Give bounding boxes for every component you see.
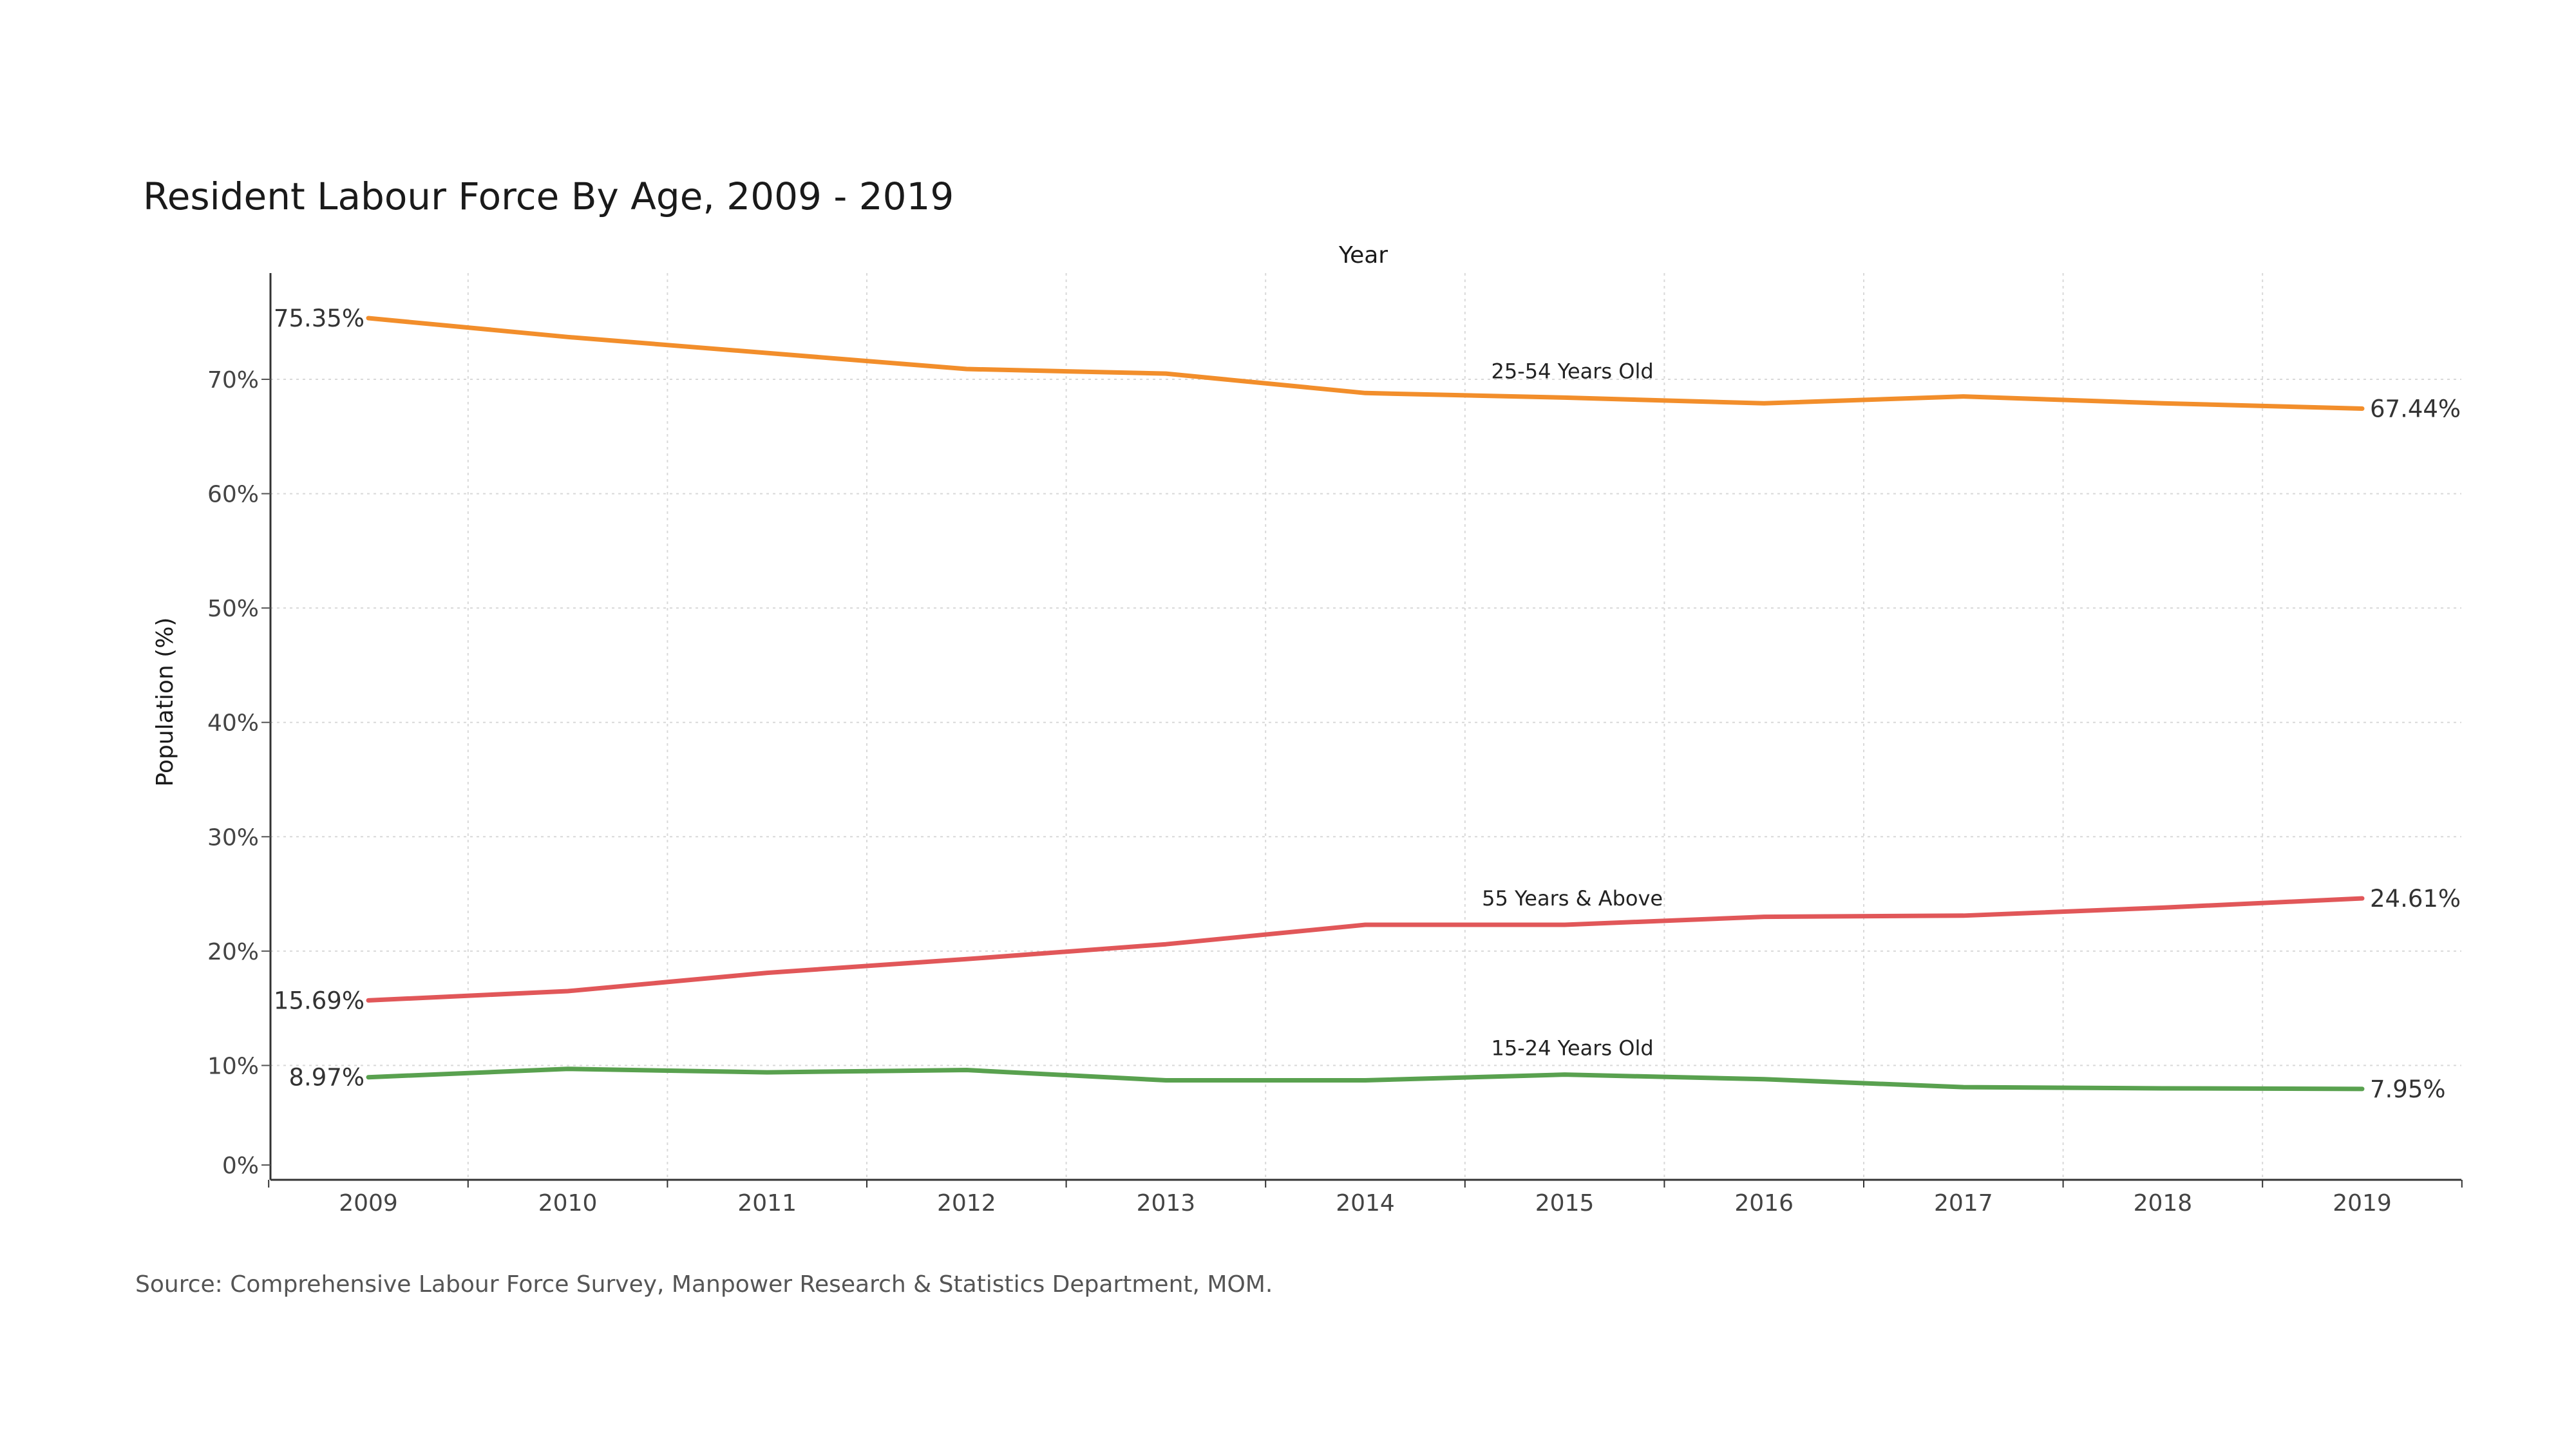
series-name-label-55-years-above: 55 Years & Above: [1482, 886, 1663, 911]
chart-title: Resident Labour Force By Age, 2009 - 201…: [143, 175, 954, 218]
x-tick-label: 2016: [1734, 1190, 1794, 1217]
start-value-label-55-years-above: 15.69%: [274, 987, 365, 1014]
end-value-label-15-24-years-old: 7.95%: [2370, 1075, 2446, 1103]
y-axis-ticks: 0% 10% 20% 30% 40% 50% 60% 70%: [207, 367, 270, 1179]
axes: [269, 273, 2461, 1181]
x-tick-label: 2011: [737, 1190, 797, 1217]
end-value-label-25-54-years-old: 67.44%: [2370, 395, 2461, 422]
series-name-label-15-24-years-old: 15-24 Years Old: [1492, 1036, 1654, 1061]
y-axis-title: Population (%): [152, 618, 178, 787]
series-name-label-25-54-years-old: 25-54 Years Old: [1492, 359, 1654, 383]
series-line-55-years-above: [366, 896, 2365, 1003]
x-tick-label: 2017: [1934, 1190, 1993, 1217]
x-tick-label: 2019: [2333, 1190, 2392, 1217]
x-tick-label: 2009: [339, 1190, 398, 1217]
source-note: Source: Comprehensive Labour Force Surve…: [135, 1271, 1273, 1298]
gridlines: [270, 273, 2461, 1180]
end-value-label-55-years-above: 24.61%: [2370, 885, 2461, 913]
y-tick-label: 50%: [207, 596, 259, 622]
y-tick-label: 10%: [207, 1053, 259, 1079]
series-group: 75.35% 67.44% 25-54 Years Old 15.69% 24.61% 5…: [274, 305, 2461, 1103]
x-tick-label: 2015: [1535, 1190, 1595, 1217]
y-tick-label: 30%: [207, 824, 259, 851]
y-tick-label: 60%: [207, 482, 259, 508]
y-tick-label: 40%: [207, 710, 259, 737]
x-tick-label: 2018: [2134, 1190, 2193, 1217]
series-line-15-24-years-old: [366, 1066, 2365, 1092]
start-value-label-15-24-years-old: 8.97%: [289, 1064, 365, 1092]
x-tick-label: 2014: [1336, 1190, 1395, 1217]
series-line-25-54-years-old: [366, 316, 2365, 411]
y-tick-label: 20%: [207, 939, 259, 965]
x-tick-label: 2013: [1137, 1190, 1196, 1217]
y-tick-label: 0%: [222, 1153, 259, 1179]
x-tick-label: 2012: [937, 1190, 996, 1217]
x-tick-label: 2010: [538, 1190, 598, 1217]
x-axis-ticks: 2009 2010 2011 2012 2013 2014 2015 2016 2017 2018…: [268, 1180, 2463, 1217]
y-tick-label: 70%: [207, 367, 259, 393]
x-axis-title: Year: [1338, 242, 1388, 269]
start-value-label-25-54-years-old: 75.35%: [274, 305, 365, 332]
